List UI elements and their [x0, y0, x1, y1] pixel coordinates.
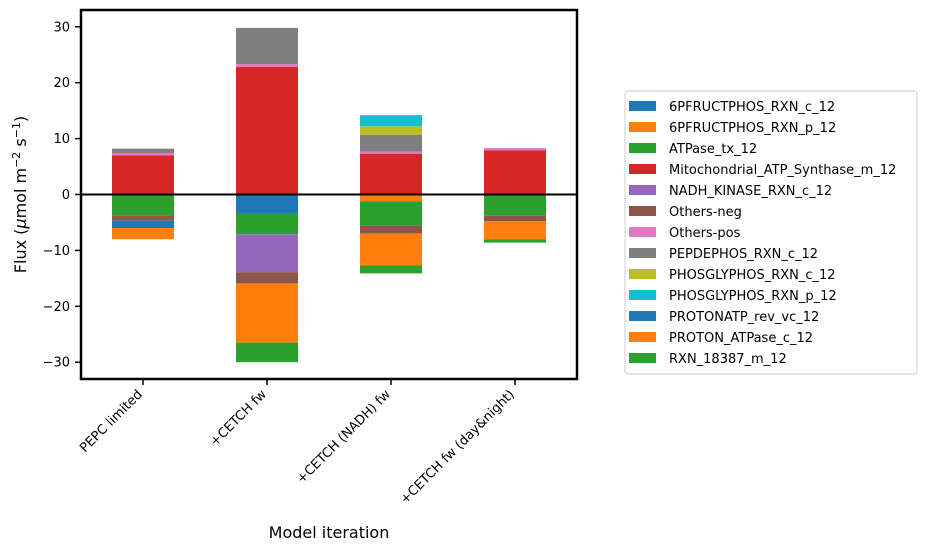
legend-swatch	[629, 290, 656, 300]
bar-segment	[360, 151, 422, 154]
legend-label: Others-pos	[669, 226, 741, 241]
x-axis-label: Model iteration	[269, 523, 390, 542]
bar-segment	[484, 148, 546, 151]
legend: 6PFRUCTPHOS_RXN_c_12 6PFRUCTPHOS_RXN_p_12…	[624, 90, 918, 375]
y-tick-label: 20	[53, 76, 70, 91]
bar-segment	[112, 220, 174, 229]
y-tick-label: 30	[53, 20, 70, 35]
legend-swatch	[629, 248, 656, 258]
x-tick-label: PEPC limited	[77, 387, 146, 456]
legend-label: PHOSGLYPHOS_RXN_c_12	[669, 268, 836, 283]
legend-label: PROTON_ATPase_c_12	[669, 331, 813, 346]
legend-label: PROTONATP_rev_vc_12	[669, 310, 819, 325]
legend-label: Mitochondrial_ATP_Synthase_m_12	[669, 163, 896, 178]
bar-segment	[236, 194, 298, 213]
bars-group	[112, 27, 546, 363]
legend-swatch	[629, 206, 656, 216]
legend-swatch	[629, 269, 656, 279]
bar-segment	[484, 194, 546, 216]
bar-segment	[360, 153, 422, 195]
bar-segment	[360, 265, 422, 274]
legend-swatch	[629, 164, 656, 174]
bar-segment	[360, 194, 422, 202]
bar-segment	[360, 201, 422, 226]
bar-segment	[360, 233, 422, 266]
bar-segment	[112, 228, 174, 240]
legend-swatch	[629, 122, 656, 132]
bar-segment	[360, 225, 422, 234]
bar-segment	[484, 221, 546, 240]
x-tick-label: +CETCH (NADH) fw	[294, 387, 394, 487]
bar-segment	[360, 115, 422, 127]
bar-segment	[112, 194, 174, 216]
bar-segment	[236, 64, 298, 68]
bar-segment	[484, 215, 546, 222]
x-tick-label: +CETCH fw (day&night)	[398, 387, 518, 507]
bar-segment	[112, 215, 174, 221]
legend-swatch	[629, 227, 656, 237]
legend-swatch	[629, 311, 656, 321]
y-axis-label: Flux (μmol m−2 s−1)	[10, 116, 30, 273]
x-axis: PEPC limited +CETCH fw +CETCH (NADH) fw +CE…	[77, 379, 518, 507]
bar-segment	[236, 272, 298, 284]
legend-swatch	[629, 332, 656, 342]
y-tick-label: 10	[53, 132, 70, 147]
y-tick-label: −10	[43, 244, 70, 259]
legend-label: 6PFRUCTPHOS_RXN_p_12	[669, 121, 836, 136]
legend-swatch	[629, 143, 656, 153]
legend-label: NADH_KINASE_RXN_c_12	[669, 184, 832, 199]
legend-swatch	[629, 185, 656, 195]
y-axis: −30 −20 −10 0 10 20 30	[43, 20, 81, 371]
legend-label: PHOSGLYPHOS_RXN_p_12	[669, 289, 837, 304]
y-tick-label: 0	[62, 188, 70, 203]
y-tick-label: −30	[43, 356, 70, 371]
bar-segment	[236, 212, 298, 235]
bar-segment	[360, 126, 422, 135]
bar-segment	[112, 148, 174, 154]
bar-segment	[360, 134, 422, 152]
bar-segment	[484, 239, 546, 243]
legend-frame	[624, 90, 918, 375]
legend-label: PEPDEPHOS_RXN_c_12	[669, 247, 818, 262]
bar-segment	[112, 155, 174, 195]
y-tick-label: −20	[43, 300, 70, 315]
legend-swatch	[629, 101, 656, 111]
bar-segment	[484, 150, 546, 195]
legend-label: RXN_18387_m_12	[669, 352, 787, 367]
bar-segment	[236, 67, 298, 195]
x-tick-label: +CETCH fw	[207, 387, 270, 450]
bar-segment	[236, 283, 298, 343]
legend-swatch	[629, 353, 656, 363]
bar-segment	[236, 342, 298, 363]
bar-segment	[112, 153, 174, 156]
legend-label: ATPase_tx_12	[669, 142, 757, 157]
bar-segment	[236, 234, 298, 273]
legend-label: 6PFRUCTPHOS_RXN_c_12	[669, 100, 835, 115]
legend-label: Others-neg	[669, 205, 742, 220]
bar-segment	[236, 27, 298, 65]
